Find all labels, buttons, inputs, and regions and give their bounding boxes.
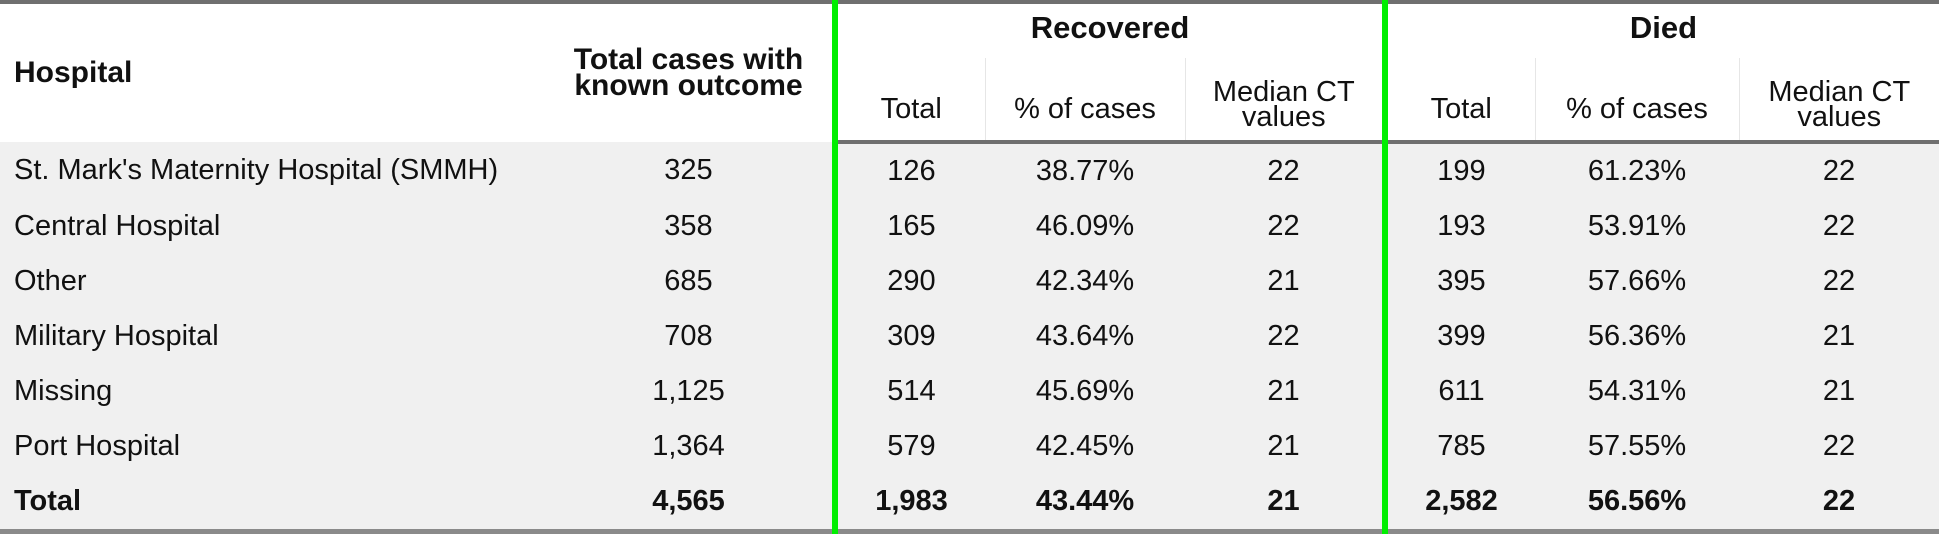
cell-total-cases: 325 — [545, 142, 835, 199]
cell-died-pct: 56.36% — [1535, 309, 1739, 364]
cell-died-pct: 57.66% — [1535, 254, 1739, 309]
header-died-median-line2: values — [1797, 101, 1882, 133]
cell-recovered-total: 579 — [832, 419, 985, 474]
header-died-total: Total — [1382, 58, 1535, 144]
cell-recovered-median: 22 — [1185, 199, 1385, 254]
header-total-cases-line2: known outcome — [574, 69, 803, 102]
header-total-cases: Total cases with known outcome — [545, 0, 835, 142]
table-row: Port Hospital 1,364 579 42.45% 21 785 57… — [0, 419, 1939, 474]
header-recovered-total: Total — [832, 58, 985, 144]
cell-total-cases: 4,565 — [545, 474, 835, 534]
cell-died-median: 22 — [1739, 142, 1939, 199]
cell-died-total: 611 — [1382, 364, 1535, 419]
cell-died-median: 22 — [1739, 474, 1939, 534]
cell-died-pct: 56.56% — [1535, 474, 1739, 534]
header-died-pct: % of cases — [1534, 58, 1739, 144]
cell-died-pct: 61.23% — [1535, 142, 1739, 199]
cell-recovered-total: 165 — [832, 199, 985, 254]
cell-died-median: 21 — [1739, 309, 1939, 364]
header-died-median: Median CT values — [1738, 58, 1939, 144]
cell-died-total: 395 — [1382, 254, 1535, 309]
cell-recovered-median: 21 — [1185, 474, 1385, 534]
header-row-sub: Total % of cases Median CT values Total %… — [0, 58, 1939, 144]
table-header: Hospital Total cases with known outcome R… — [0, 0, 1939, 144]
cell-total-cases: 708 — [545, 309, 835, 364]
table-row: Missing 1,125 514 45.69% 21 611 54.31% 2… — [0, 364, 1939, 419]
cell-died-median: 22 — [1739, 199, 1939, 254]
cell-died-total: 399 — [1382, 309, 1535, 364]
cell-died-pct: 54.31% — [1535, 364, 1739, 419]
cell-hospital: Port Hospital — [0, 419, 545, 474]
table-row: Central Hospital 358 165 46.09% 22 193 5… — [0, 199, 1939, 254]
cell-recovered-total: 126 — [832, 142, 985, 199]
cell-recovered-median: 21 — [1185, 364, 1385, 419]
cell-hospital: St. Mark's Maternity Hospital (SMMH) — [0, 142, 545, 199]
cell-recovered-pct: 45.69% — [985, 364, 1185, 419]
cell-recovered-pct: 38.77% — [985, 142, 1185, 199]
cell-total-cases: 1,125 — [545, 364, 835, 419]
cell-recovered-total: 290 — [832, 254, 985, 309]
header-group-died: Died — [1381, 0, 1939, 58]
table-total-row: Total 4,565 1,983 43.44% 21 2,582 56.56%… — [0, 474, 1939, 534]
cell-hospital: Central Hospital — [0, 199, 545, 254]
cell-died-pct: 57.55% — [1535, 419, 1739, 474]
header-died-median-line1: Median CT — [1768, 76, 1911, 108]
cell-recovered-median: 22 — [1185, 142, 1385, 199]
cell-died-median: 21 — [1739, 364, 1939, 419]
cell-died-total: 193 — [1382, 199, 1535, 254]
header-total-cases-line1: Total cases with — [573, 43, 804, 76]
header-hospital: Hospital — [0, 0, 545, 142]
table-body: St. Mark's Maternity Hospital (SMMH) 325… — [0, 142, 1939, 534]
table-row: St. Mark's Maternity Hospital (SMMH) 325… — [0, 142, 1939, 199]
header-group-recovered: Recovered — [832, 0, 1385, 58]
cell-hospital: Military Hospital — [0, 309, 545, 364]
header-recovered-median: Median CT values — [1184, 58, 1385, 144]
cell-hospital: Other — [0, 254, 545, 309]
header-recovered-median-line1: Median CT — [1212, 76, 1355, 108]
cell-recovered-total: 514 — [832, 364, 985, 419]
cell-died-median: 22 — [1739, 419, 1939, 474]
cell-recovered-total: 1,983 — [832, 474, 985, 534]
cell-recovered-pct: 42.45% — [985, 419, 1185, 474]
cell-died-total: 199 — [1382, 142, 1535, 199]
table-row: Other 685 290 42.34% 21 395 57.66% 22 — [0, 254, 1939, 309]
header-recovered-median-line2: values — [1241, 101, 1326, 133]
cell-died-total: 2,582 — [1382, 474, 1535, 534]
cell-recovered-median: 22 — [1185, 309, 1385, 364]
cell-recovered-pct: 43.44% — [985, 474, 1185, 534]
cell-recovered-median: 21 — [1185, 254, 1385, 309]
cell-recovered-pct: 43.64% — [985, 309, 1185, 364]
table-row: Military Hospital 708 309 43.64% 22 399 … — [0, 309, 1939, 364]
cell-hospital: Total — [0, 474, 545, 534]
cell-total-cases: 358 — [545, 199, 835, 254]
cell-recovered-total: 309 — [832, 309, 985, 364]
cell-total-cases: 1,364 — [545, 419, 835, 474]
cell-died-median: 22 — [1739, 254, 1939, 309]
cell-died-total: 785 — [1382, 419, 1535, 474]
header-row-groups: Hospital Total cases with known outcome R… — [0, 0, 1939, 142]
cell-total-cases: 685 — [545, 254, 835, 309]
cell-hospital: Missing — [0, 364, 545, 419]
header-recovered-pct: % of cases — [984, 58, 1185, 144]
cell-recovered-median: 21 — [1185, 419, 1385, 474]
cell-recovered-pct: 46.09% — [985, 199, 1185, 254]
cell-recovered-pct: 42.34% — [985, 254, 1185, 309]
cell-died-pct: 53.91% — [1535, 199, 1739, 254]
